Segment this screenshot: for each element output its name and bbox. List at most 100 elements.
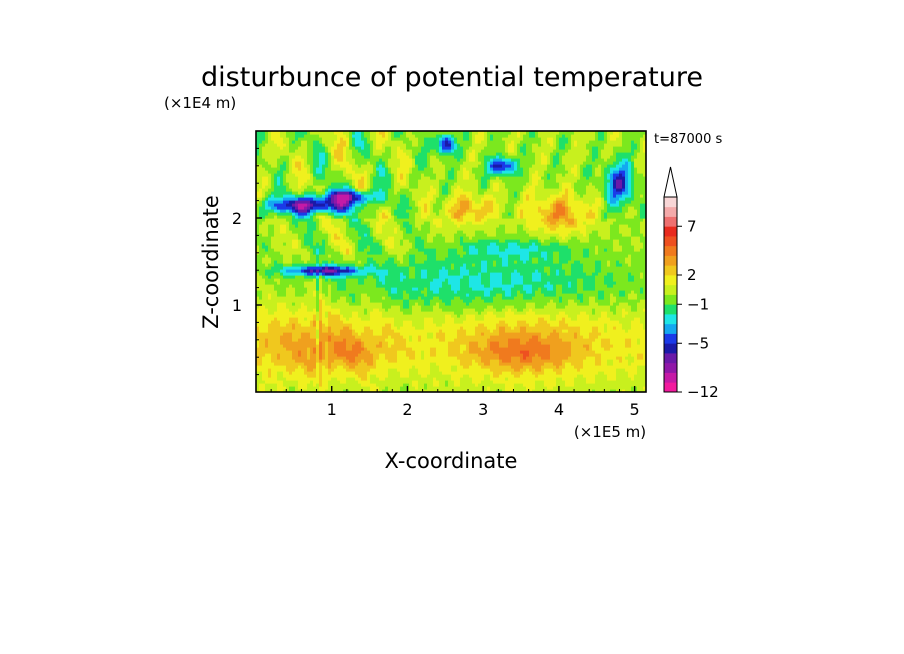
field-cell [283,200,287,204]
field-cell [259,347,263,351]
field-cell [277,341,281,345]
field-cell [292,374,296,378]
field-cell [268,251,272,255]
field-cell [295,305,299,309]
field-cell [265,245,269,249]
field-cell [301,323,305,327]
field-cell [292,302,296,306]
field-cell [295,230,299,234]
field-cell [256,353,260,357]
field-cell [277,245,281,249]
field-cell [259,185,263,189]
field-cell [292,224,296,228]
field-cell [280,179,284,183]
field-cell [265,218,269,222]
field-cell [274,344,278,348]
field-cell [289,215,293,219]
field-cell [298,356,302,360]
field-cell [274,374,278,378]
field-cell [301,344,305,348]
field-cell [295,158,299,162]
field-cell [259,248,263,252]
field-cell [274,206,278,210]
field-cell [298,305,302,309]
field-cell [271,224,275,228]
field-cell [268,263,272,267]
field-cell [277,263,281,267]
field-cell [283,161,287,165]
field-cell [259,257,263,261]
field-cell [256,272,260,276]
field-cell [271,233,275,237]
field-cell [274,296,278,300]
field-cell [256,224,260,228]
field-cell [283,290,287,294]
field-cell [289,206,293,210]
field-cell [298,302,302,306]
field-cell [262,341,266,345]
field-cell [268,140,272,144]
field-cell [292,323,296,327]
field-cell [268,215,272,219]
field-cell [292,281,296,285]
field-cell [277,314,281,318]
field-cell [277,323,281,327]
field-cell [256,248,260,252]
field-cell [256,362,260,366]
field-cell [256,380,260,384]
field-cell [304,383,308,387]
field-cell [283,302,287,306]
field-cell [298,257,302,261]
field-cell [283,389,287,392]
field-cell [259,293,263,297]
field-cell [286,290,290,294]
field-cell [274,146,278,150]
field-cell [286,323,290,327]
field-cell [256,317,260,321]
field-cell [292,266,296,270]
field-cell [277,383,281,387]
field-cell [277,224,281,228]
field-cell [259,209,263,213]
field-cell [295,386,299,390]
field-cell [283,293,287,297]
field-cell [289,149,293,153]
field-cell [274,260,278,264]
field-cell [280,173,284,177]
field-cell [256,230,260,234]
field-cell [301,251,305,255]
field-cell [292,365,296,369]
field-cell [292,383,296,387]
field-cell [289,218,293,222]
field-cell [265,149,269,153]
field-cell [301,326,305,330]
field-cell [286,266,290,270]
field-cell [283,179,287,183]
field-cell [265,161,269,165]
field-cell [259,188,263,192]
field-cell [256,374,260,378]
field-cell [262,347,266,351]
field-cell [268,272,272,276]
field-cell [274,176,278,180]
field-cell [295,377,299,381]
field-cell [259,290,263,294]
field-cell [274,335,278,339]
field-cell [292,215,296,219]
field-cell [295,320,299,324]
field-cell [277,332,281,336]
field-cell [271,341,275,345]
field-cell [265,248,269,252]
field-cell [274,386,278,390]
field-cell [280,260,284,264]
field-cell [280,215,284,219]
field-cell [277,350,281,354]
field-cell [274,362,278,366]
field-cell [259,269,263,273]
field-cell [256,209,260,213]
field-cell [295,173,299,177]
field-cell [265,323,269,327]
field-cell [286,359,290,363]
field-cell [298,167,302,171]
field-cell [277,320,281,324]
